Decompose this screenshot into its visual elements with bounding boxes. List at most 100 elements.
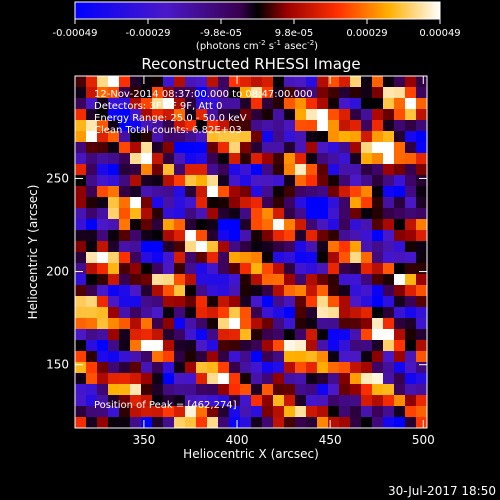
heatmap-cell (75, 263, 87, 275)
heatmap-cell (163, 76, 175, 88)
heatmap-cell (284, 384, 296, 396)
heatmap-cell (295, 406, 307, 418)
heatmap-cell (141, 307, 153, 319)
heatmap-cell (350, 362, 362, 374)
heatmap-cell (405, 175, 417, 187)
peak-position-label: Position of Peak = [462,274] (94, 400, 237, 411)
heatmap-cell (108, 252, 120, 264)
heatmap-cell (328, 285, 340, 297)
heatmap-cell (240, 285, 252, 297)
heatmap-cell (218, 230, 230, 242)
heatmap-cell (86, 307, 98, 319)
heatmap-cell (152, 263, 164, 275)
heatmap-cell (163, 373, 175, 385)
heatmap-cell (339, 318, 351, 330)
heatmap-cell (229, 285, 241, 297)
heatmap-cell (229, 307, 241, 319)
heatmap-cell (273, 76, 285, 88)
heatmap-cell (394, 109, 406, 121)
heatmap-cell (328, 307, 340, 319)
heatmap-cell (174, 98, 186, 110)
heatmap-cell (295, 329, 307, 341)
heatmap-cell (163, 87, 175, 99)
heatmap-cell (207, 197, 219, 209)
heatmap-cell (196, 164, 208, 176)
heatmap-cell (251, 208, 263, 220)
heatmap-cell (97, 296, 109, 308)
heatmap-cell (295, 384, 307, 396)
heatmap-cell (141, 351, 153, 363)
heatmap-cell (108, 186, 120, 198)
heatmap-cell (394, 285, 406, 297)
heatmap-cell (317, 373, 329, 385)
heatmap-cell (328, 164, 340, 176)
heatmap-cell (295, 362, 307, 374)
heatmap-cell (185, 384, 197, 396)
heatmap-cell (240, 318, 252, 330)
heatmap-cell (383, 406, 395, 418)
heatmap-cell (273, 98, 285, 110)
heatmap-cell (416, 329, 427, 341)
heatmap-cell (97, 76, 109, 88)
heatmap-cell (284, 120, 296, 132)
heatmap-cell (383, 417, 395, 428)
heatmap-cell (218, 175, 230, 187)
heatmap-cell (240, 131, 252, 143)
heatmap-cell (273, 252, 285, 264)
heatmap-cell (240, 296, 252, 308)
heatmap-cell (174, 318, 186, 330)
heatmap-cell (394, 384, 406, 396)
heatmap-cell (229, 417, 241, 428)
heatmap-cell (295, 76, 307, 88)
heatmap-cell (75, 406, 87, 418)
heatmap-cell (361, 175, 373, 187)
heatmap-cell (339, 219, 351, 231)
heatmap-cell (273, 219, 285, 231)
heatmap-cell (273, 285, 285, 297)
heatmap-cell (350, 351, 362, 363)
heatmap-cell (284, 307, 296, 319)
heatmap-cell (163, 362, 175, 374)
heatmap-cell (97, 362, 109, 374)
heatmap-cell (262, 76, 274, 88)
heatmap-cell (108, 384, 120, 396)
heatmap-cell (394, 131, 406, 143)
heatmap-cell (130, 219, 142, 231)
heatmap-cell (394, 351, 406, 363)
heatmap-cell (328, 98, 340, 110)
heatmap-cell (306, 329, 318, 341)
heatmap-cell (251, 175, 263, 187)
heatmap-cell (218, 208, 230, 220)
y-tick-label: 200 (46, 265, 69, 279)
heatmap-cell (262, 373, 274, 385)
heatmap-cell (251, 329, 263, 341)
heatmap-cell (317, 153, 329, 165)
heatmap-cell (119, 351, 131, 363)
heatmap-cell (317, 274, 329, 286)
heatmap-cell (218, 164, 230, 176)
heatmap-cell (295, 87, 307, 99)
heatmap-cell (229, 362, 241, 374)
heatmap-cell (350, 406, 362, 418)
heatmap-cell (185, 142, 197, 154)
heatmap-cell (108, 296, 120, 308)
heatmap-cell (240, 153, 252, 165)
heatmap-cell (163, 131, 175, 143)
heatmap-cell (328, 274, 340, 286)
heatmap-cell (251, 153, 263, 165)
heatmap-cell (97, 274, 109, 286)
colorbar-tick-label: -9.8e-05 (200, 28, 242, 39)
heatmap-cell (295, 120, 307, 132)
heatmap-cell (174, 120, 186, 132)
heatmap-cell (372, 417, 384, 428)
heatmap-cell (405, 142, 417, 154)
heatmap-cell (130, 351, 142, 363)
heatmap-cell (284, 208, 296, 220)
heatmap-cell (394, 318, 406, 330)
heatmap-cell (240, 406, 252, 418)
heatmap-cell (218, 362, 230, 374)
heatmap-cell (273, 131, 285, 143)
heatmap-cell (75, 109, 87, 121)
heatmap-cell (339, 109, 351, 121)
heatmap-cell (174, 307, 186, 319)
